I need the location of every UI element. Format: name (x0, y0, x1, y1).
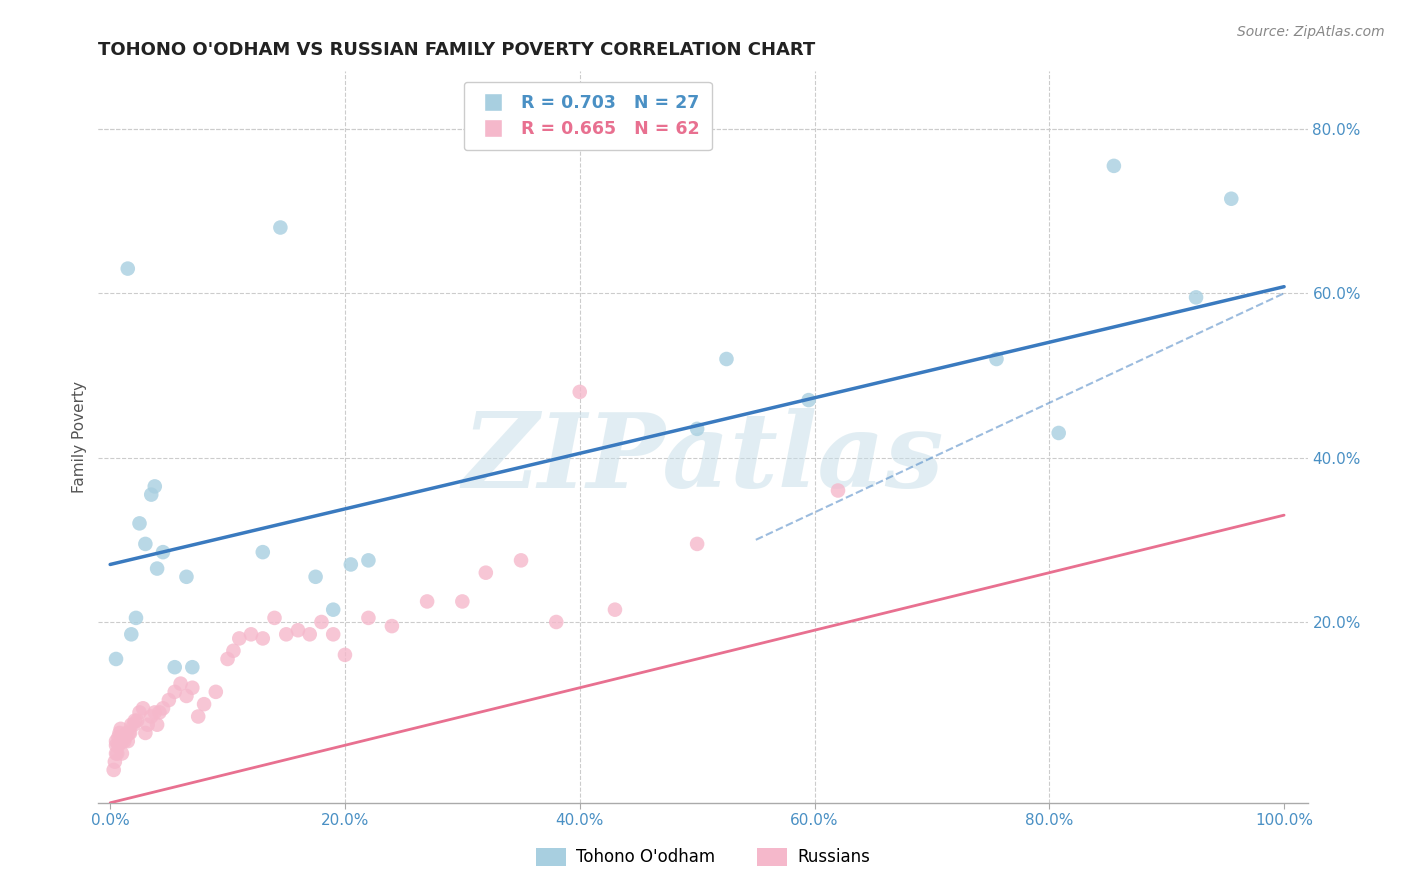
Point (163, 660, 186, 674)
Point (105, 739, 128, 753)
Point (716, 351, 738, 366)
Point (105, 652, 128, 666)
Point (122, 717, 145, 731)
Point (124, 714, 146, 728)
Point (1102, 159, 1125, 173)
Text: Source: ZipAtlas.com: Source: ZipAtlas.com (1237, 25, 1385, 39)
Point (222, 644, 245, 658)
Point (357, 553, 380, 567)
Point (311, 615, 333, 629)
Point (111, 747, 134, 761)
Point (276, 627, 298, 641)
Point (827, 483, 849, 498)
Point (103, 763, 125, 777)
Point (322, 602, 344, 616)
Point (263, 611, 285, 625)
Text: TOHONO O'ODHAM VS RUSSIAN FAMILY POVERTY CORRELATION CHART: TOHONO O'ODHAM VS RUSSIAN FAMILY POVERTY… (98, 41, 815, 59)
Point (381, 619, 404, 633)
Point (181, 681, 204, 695)
Point (157, 693, 180, 707)
Point (128, 706, 150, 720)
Point (603, 602, 626, 616)
Legend: R = 0.703   N = 27, R = 0.665   N = 62: R = 0.703 N = 27, R = 0.665 N = 62 (464, 81, 711, 151)
Point (118, 726, 141, 740)
Point (105, 747, 128, 761)
Point (169, 676, 191, 690)
Point (163, 685, 186, 699)
Point (120, 726, 142, 740)
Point (110, 722, 132, 736)
Point (112, 734, 135, 748)
Point (134, 726, 156, 740)
Point (105, 747, 128, 761)
Point (187, 709, 209, 723)
Y-axis label: Family Poverty: Family Poverty (72, 381, 87, 493)
Point (686, 537, 709, 551)
Point (115, 726, 138, 740)
Point (125, 611, 148, 625)
Point (117, 261, 139, 276)
Point (148, 706, 170, 720)
Point (546, 615, 568, 629)
Point (146, 561, 169, 575)
Point (451, 594, 474, 608)
Point (107, 730, 129, 744)
Point (269, 220, 291, 235)
Point (134, 537, 156, 551)
Point (128, 516, 150, 531)
Point (986, 351, 1008, 366)
Point (143, 706, 166, 720)
Text: ZIPatlas: ZIPatlas (463, 409, 943, 509)
Point (1185, 290, 1208, 304)
Point (287, 624, 309, 638)
Point (141, 487, 163, 501)
Point (252, 545, 274, 559)
Point (252, 632, 274, 646)
Point (146, 717, 169, 731)
Point (104, 755, 127, 769)
Point (141, 709, 163, 723)
Point (107, 739, 129, 753)
Point (176, 689, 198, 703)
Point (686, 422, 709, 436)
Point (797, 393, 820, 408)
Point (357, 611, 380, 625)
Point (120, 717, 142, 731)
Point (298, 627, 321, 641)
Point (108, 726, 131, 740)
Point (136, 717, 159, 731)
Point (240, 627, 263, 641)
Point (152, 701, 174, 715)
Point (340, 558, 363, 572)
Point (322, 627, 344, 641)
Point (304, 570, 326, 584)
Point (105, 734, 128, 748)
Point (416, 594, 439, 608)
Point (510, 553, 533, 567)
Point (143, 479, 166, 493)
Point (475, 566, 498, 580)
Point (1047, 425, 1070, 440)
Point (568, 384, 591, 399)
Legend: Tohono O'odham, Russians: Tohono O'odham, Russians (527, 839, 879, 875)
Point (176, 570, 198, 584)
Point (217, 652, 239, 666)
Point (111, 734, 134, 748)
Point (204, 685, 226, 699)
Point (114, 730, 136, 744)
Point (193, 697, 215, 711)
Point (181, 660, 204, 674)
Point (117, 734, 139, 748)
Point (333, 648, 356, 662)
Point (132, 701, 155, 715)
Point (127, 714, 149, 728)
Point (1220, 192, 1243, 206)
Point (120, 627, 142, 641)
Point (152, 545, 174, 559)
Point (228, 632, 250, 646)
